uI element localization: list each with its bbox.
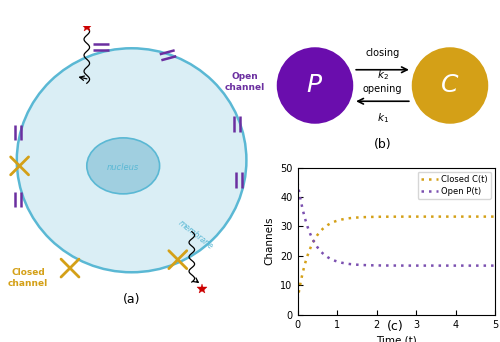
Ellipse shape	[87, 138, 160, 194]
Text: Open
channel: Open channel	[225, 72, 265, 92]
Circle shape	[277, 47, 353, 124]
Text: (a): (a)	[123, 293, 140, 306]
Text: (c): (c)	[386, 320, 404, 333]
Open P(t)	[426, 264, 432, 268]
Text: $k_1$: $k_1$	[376, 111, 388, 125]
Open P(t)	[443, 264, 449, 268]
Legend: Closed C(t), Open P(t): Closed C(t), Open P(t)	[418, 172, 491, 199]
Closed C(t)	[330, 220, 336, 224]
Text: $C$: $C$	[440, 74, 460, 97]
Text: $k_2$: $k_2$	[376, 68, 388, 82]
Open P(t)	[330, 258, 336, 262]
Closed C(t)	[294, 298, 300, 302]
Y-axis label: Channels: Channels	[264, 217, 274, 265]
Ellipse shape	[17, 48, 246, 272]
Text: nucleus: nucleus	[107, 163, 140, 172]
X-axis label: Time (t): Time (t)	[376, 335, 416, 342]
Closed C(t)	[492, 214, 498, 219]
Open P(t)	[346, 262, 352, 266]
Text: $P$: $P$	[306, 74, 324, 97]
Closed C(t)	[411, 214, 417, 219]
Closed C(t)	[443, 214, 449, 219]
Text: (b): (b)	[374, 138, 392, 151]
Circle shape	[412, 47, 488, 124]
Text: closing: closing	[366, 48, 400, 58]
Line: Closed C(t): Closed C(t)	[298, 216, 495, 300]
Open P(t)	[384, 263, 390, 267]
Open P(t)	[492, 264, 498, 268]
Open P(t)	[411, 264, 417, 268]
Closed C(t)	[426, 214, 432, 219]
Open P(t)	[294, 180, 300, 184]
Line: Open P(t): Open P(t)	[298, 182, 495, 266]
Closed C(t)	[384, 215, 390, 219]
Closed C(t)	[346, 216, 352, 220]
Text: membrane: membrane	[177, 218, 215, 251]
Text: Closed
channel: Closed channel	[8, 268, 48, 288]
Text: opening: opening	[363, 84, 402, 94]
